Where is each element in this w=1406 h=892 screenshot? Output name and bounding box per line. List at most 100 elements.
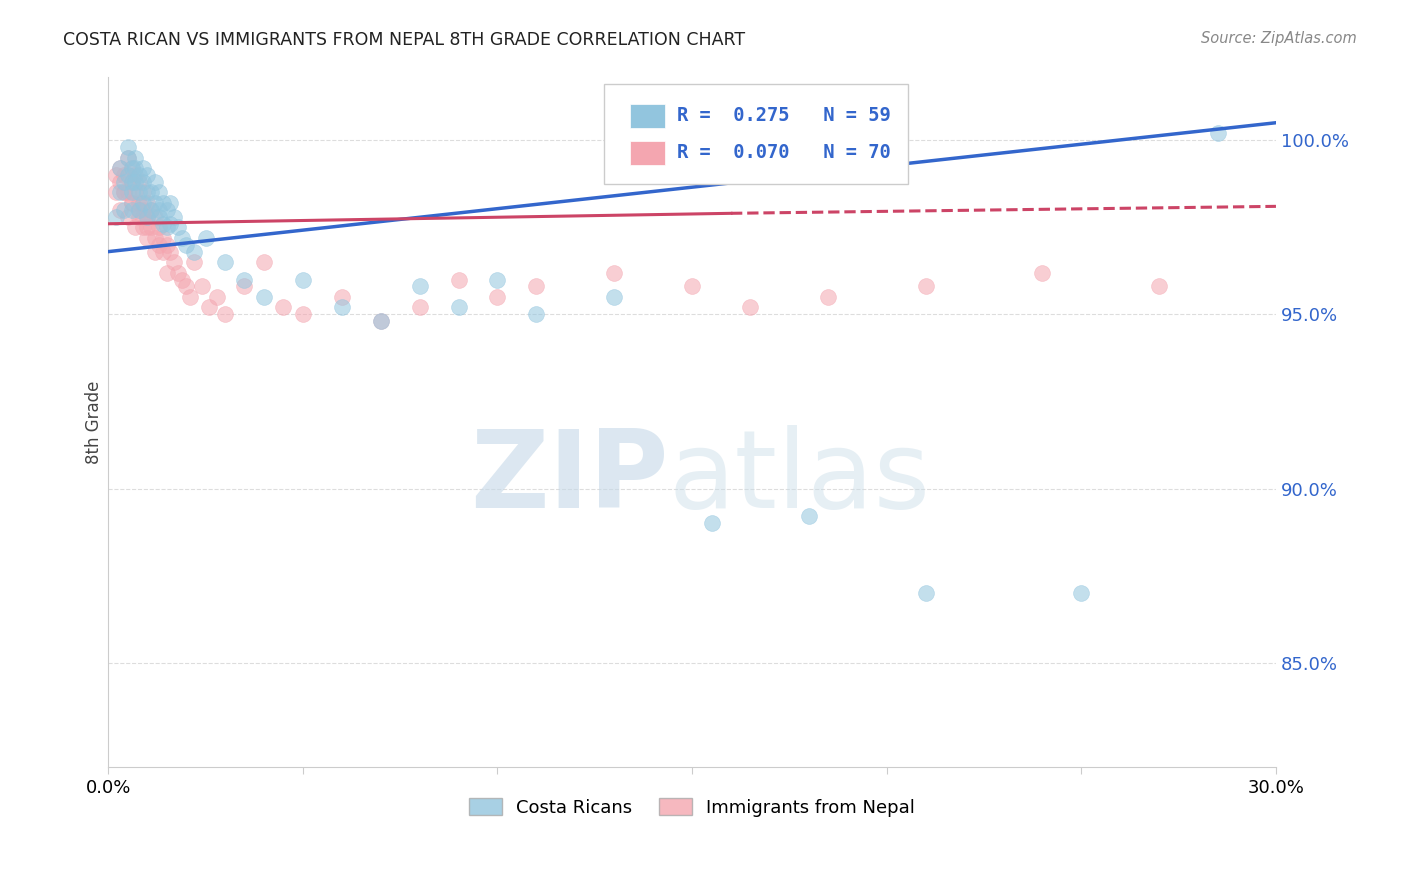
Point bbox=[183, 255, 205, 269]
Point bbox=[1031, 266, 1053, 280]
Point bbox=[1206, 126, 1229, 140]
Point bbox=[148, 210, 170, 224]
Point bbox=[117, 168, 139, 182]
Point bbox=[136, 220, 159, 235]
Point bbox=[148, 202, 170, 217]
Point bbox=[108, 161, 131, 175]
Point bbox=[603, 266, 626, 280]
Point bbox=[117, 151, 139, 165]
Point bbox=[214, 307, 236, 321]
Text: ZIP: ZIP bbox=[470, 425, 669, 531]
Point bbox=[139, 202, 162, 217]
Point bbox=[117, 168, 139, 182]
Point bbox=[194, 230, 217, 244]
Point bbox=[136, 186, 159, 200]
Point bbox=[104, 186, 127, 200]
Point bbox=[167, 266, 190, 280]
Point bbox=[273, 301, 295, 315]
Point bbox=[214, 255, 236, 269]
Point bbox=[148, 186, 170, 200]
Point bbox=[603, 290, 626, 304]
Point bbox=[524, 279, 547, 293]
Point bbox=[152, 244, 174, 259]
Point bbox=[148, 220, 170, 235]
Point bbox=[253, 255, 276, 269]
Point bbox=[124, 151, 146, 165]
Point bbox=[108, 186, 131, 200]
Point bbox=[148, 237, 170, 252]
Point bbox=[155, 266, 177, 280]
Text: R =  0.070   N = 70: R = 0.070 N = 70 bbox=[676, 143, 890, 162]
Point bbox=[172, 272, 194, 286]
Text: R =  0.275   N = 59: R = 0.275 N = 59 bbox=[676, 106, 890, 125]
Point bbox=[139, 186, 162, 200]
Point bbox=[104, 210, 127, 224]
Point bbox=[700, 516, 723, 531]
Point bbox=[159, 217, 181, 231]
Point bbox=[121, 202, 143, 217]
Y-axis label: 8th Grade: 8th Grade bbox=[86, 381, 103, 464]
FancyBboxPatch shape bbox=[605, 85, 908, 185]
Point bbox=[155, 237, 177, 252]
Point bbox=[112, 186, 135, 200]
Point bbox=[233, 272, 256, 286]
Point bbox=[128, 202, 150, 217]
Legend: Costa Ricans, Immigrants from Nepal: Costa Ricans, Immigrants from Nepal bbox=[461, 790, 922, 824]
Point bbox=[1147, 279, 1170, 293]
Point bbox=[914, 586, 936, 600]
Point bbox=[132, 161, 155, 175]
Point bbox=[740, 301, 762, 315]
Point bbox=[128, 195, 150, 210]
Point bbox=[121, 186, 143, 200]
Point bbox=[108, 202, 131, 217]
Point bbox=[112, 186, 135, 200]
Point bbox=[486, 290, 509, 304]
Point bbox=[136, 210, 159, 224]
Point bbox=[159, 244, 181, 259]
Point bbox=[143, 175, 166, 189]
Point bbox=[121, 161, 143, 175]
Point bbox=[132, 195, 155, 210]
Point bbox=[253, 290, 276, 304]
Point bbox=[121, 195, 143, 210]
Point bbox=[817, 290, 839, 304]
Point bbox=[112, 175, 135, 189]
Point bbox=[408, 279, 430, 293]
Point bbox=[128, 210, 150, 224]
Point bbox=[291, 307, 314, 321]
Point bbox=[139, 202, 162, 217]
Point bbox=[132, 220, 155, 235]
Point bbox=[121, 175, 143, 189]
Point bbox=[152, 217, 174, 231]
Point bbox=[205, 290, 228, 304]
Point bbox=[132, 175, 155, 189]
Point bbox=[152, 195, 174, 210]
Point bbox=[124, 220, 146, 235]
Point bbox=[179, 290, 201, 304]
Text: COSTA RICAN VS IMMIGRANTS FROM NEPAL 8TH GRADE CORRELATION CHART: COSTA RICAN VS IMMIGRANTS FROM NEPAL 8TH… bbox=[63, 31, 745, 49]
Text: Source: ZipAtlas.com: Source: ZipAtlas.com bbox=[1201, 31, 1357, 46]
Point bbox=[291, 272, 314, 286]
FancyBboxPatch shape bbox=[630, 141, 665, 165]
Point bbox=[447, 301, 470, 315]
Point bbox=[143, 230, 166, 244]
Point bbox=[124, 168, 146, 182]
Point bbox=[124, 186, 146, 200]
Point bbox=[143, 210, 166, 224]
Point bbox=[139, 220, 162, 235]
Point bbox=[121, 195, 143, 210]
Point bbox=[183, 244, 205, 259]
Point bbox=[128, 186, 150, 200]
Point bbox=[190, 279, 212, 293]
Point bbox=[112, 202, 135, 217]
Point bbox=[117, 140, 139, 154]
Point bbox=[117, 151, 139, 165]
Point bbox=[121, 175, 143, 189]
Point bbox=[233, 279, 256, 293]
Point bbox=[370, 314, 392, 328]
Point bbox=[681, 279, 703, 293]
Point bbox=[408, 301, 430, 315]
Point bbox=[174, 279, 197, 293]
Point bbox=[159, 195, 181, 210]
Point bbox=[136, 210, 159, 224]
